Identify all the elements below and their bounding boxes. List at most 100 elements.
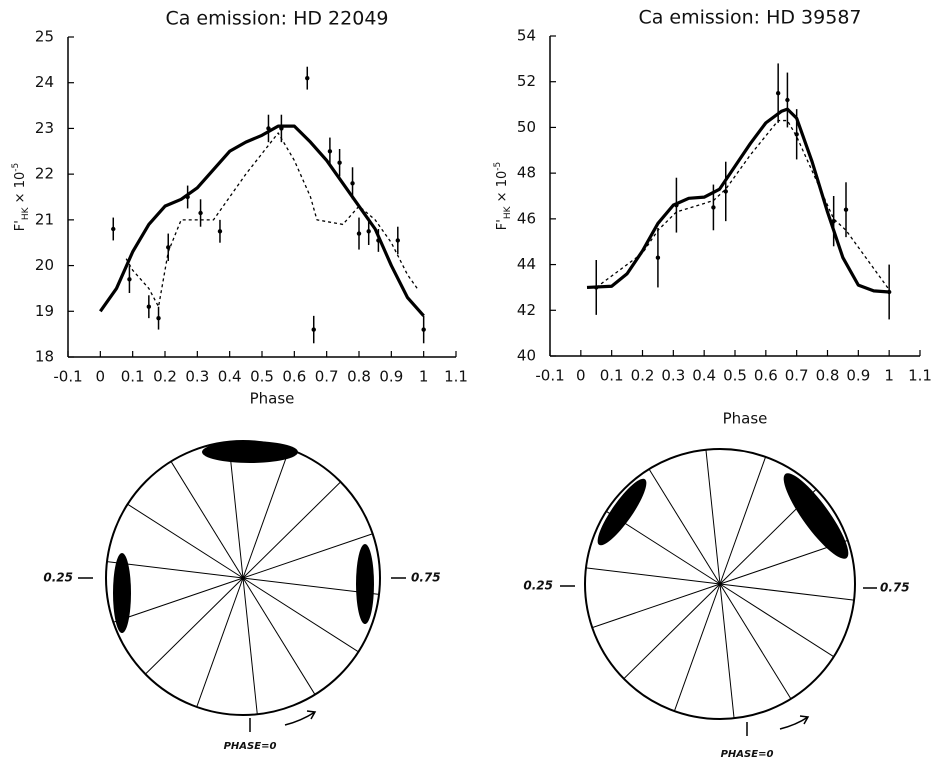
spot-diagram: 0.25 0.75 PHASE=0 bbox=[43, 440, 441, 752]
spoke bbox=[113, 577, 244, 623]
y-tick-label: 25 bbox=[35, 28, 54, 46]
x-tick-label: 0.3 bbox=[185, 368, 209, 386]
data-point bbox=[198, 210, 203, 216]
x-tick-label: 0.2 bbox=[631, 367, 655, 385]
chart-title: Ca emission: HD 39587 bbox=[638, 7, 861, 29]
phase-label: 0.75 bbox=[411, 571, 441, 585]
spot-diagram: 0.25 0.75 PHASE=0 bbox=[523, 448, 910, 760]
data-point bbox=[305, 75, 310, 81]
y-tick-label: 21 bbox=[35, 210, 54, 228]
spoke bbox=[719, 583, 792, 700]
x-tick-label: 0.7 bbox=[785, 367, 809, 385]
y-axis-label-part: F' bbox=[13, 220, 28, 231]
x-tick-label: 0.1 bbox=[600, 367, 624, 385]
chart: Ca emission: HD 39587 Phase F'HK × 10-5 40 4… bbox=[493, 7, 932, 428]
data-point bbox=[785, 97, 790, 103]
spoke bbox=[106, 561, 244, 579]
spot bbox=[202, 441, 298, 463]
spoke bbox=[242, 577, 258, 715]
data-point bbox=[111, 226, 116, 232]
x-tick-label: 0 bbox=[96, 368, 106, 386]
data-point bbox=[166, 245, 171, 250]
rotation-arrow bbox=[779, 715, 810, 730]
spoke bbox=[719, 488, 817, 585]
y-axis-label-part: HK bbox=[21, 206, 31, 220]
spoke bbox=[719, 456, 767, 585]
phase-label: 0.25 bbox=[523, 579, 553, 593]
data-point bbox=[127, 277, 132, 282]
spoke bbox=[592, 583, 721, 629]
data-point bbox=[655, 255, 661, 260]
y-tick-label: 44 bbox=[517, 255, 536, 273]
data-point bbox=[395, 238, 400, 243]
x-tick-label: 1.1 bbox=[908, 367, 932, 385]
y-tick-label: 18 bbox=[35, 348, 54, 366]
star-disk bbox=[105, 440, 381, 716]
y-axis-label-part: -5 bbox=[493, 162, 503, 171]
data-point bbox=[775, 90, 781, 96]
model-curve bbox=[586, 107, 890, 294]
x-tick-label: 0.9 bbox=[846, 367, 870, 385]
y-tick-label: 20 bbox=[35, 256, 54, 274]
x-tick-label: 0.6 bbox=[754, 367, 778, 385]
x-tick-label: 0.8 bbox=[816, 367, 840, 385]
y-axis-label: F'HK × 10-5 bbox=[493, 162, 513, 230]
spoke bbox=[145, 577, 244, 675]
data-point bbox=[327, 149, 333, 154]
model-curve-dotted bbox=[125, 132, 418, 308]
spoke bbox=[719, 583, 735, 719]
x-tick-label: 0.4 bbox=[218, 368, 242, 386]
x-tick-label: 0.4 bbox=[692, 367, 716, 385]
y-tick-label: 48 bbox=[517, 164, 536, 182]
data-point bbox=[421, 327, 426, 332]
data-point bbox=[356, 231, 362, 236]
spoke bbox=[242, 577, 359, 653]
y-tick-label: 46 bbox=[517, 209, 536, 227]
y-axis-label-part: F' bbox=[495, 219, 510, 230]
spoke bbox=[228, 441, 244, 579]
spot bbox=[356, 544, 374, 624]
data-point bbox=[311, 327, 316, 332]
y-tick-label: 24 bbox=[35, 73, 54, 91]
data-point bbox=[217, 229, 223, 234]
y-tick-label: 19 bbox=[35, 302, 54, 320]
y-tick-label: 42 bbox=[517, 301, 536, 319]
y-axis-label-part: -5 bbox=[11, 163, 21, 172]
spoke bbox=[648, 468, 721, 585]
x-tick-label: 0.6 bbox=[282, 368, 306, 386]
spoke bbox=[673, 583, 721, 712]
y-tick-label: 23 bbox=[35, 119, 54, 137]
data-point bbox=[337, 160, 342, 165]
x-tick-label: 0.5 bbox=[250, 368, 274, 386]
phase-label: PHASE=0 bbox=[721, 749, 774, 760]
data-point bbox=[350, 181, 355, 186]
x-tick-label: 0.5 bbox=[723, 367, 747, 385]
star-disk bbox=[584, 448, 856, 720]
y-tick-label: 50 bbox=[517, 118, 536, 136]
x-axis-label: Phase bbox=[250, 390, 295, 408]
y-axis-label: F'HK × 10-5 bbox=[11, 163, 31, 231]
spoke bbox=[719, 539, 848, 585]
chart: Ca emission: HD 22049 Phase F'HK × 10-5 18 1… bbox=[11, 8, 468, 408]
y-axis-label-part: HK bbox=[503, 205, 513, 219]
spoke bbox=[719, 583, 835, 658]
x-tick-label: 0.3 bbox=[661, 367, 685, 385]
data-point bbox=[146, 304, 152, 309]
x-tick-label: 0 bbox=[576, 367, 586, 385]
data-point bbox=[366, 229, 371, 234]
y-axis-label-part: × 10 bbox=[13, 172, 28, 208]
rotation-arrow bbox=[284, 710, 317, 726]
data-point bbox=[156, 315, 161, 321]
x-axis-label: Phase bbox=[723, 410, 768, 428]
spoke bbox=[585, 567, 721, 585]
chart-title: Ca emission: HD 22049 bbox=[165, 8, 388, 30]
y-tick-label: 52 bbox=[517, 72, 536, 90]
y-tick-label: 40 bbox=[517, 347, 536, 365]
x-tick-label: 0.2 bbox=[153, 368, 177, 386]
spot bbox=[597, 478, 647, 546]
y-tick-label: 22 bbox=[35, 165, 54, 183]
x-tick-label: 0.8 bbox=[347, 368, 371, 386]
y-tick-label: 54 bbox=[517, 27, 536, 45]
x-tick-label: 0.1 bbox=[121, 368, 145, 386]
spot bbox=[113, 553, 131, 633]
